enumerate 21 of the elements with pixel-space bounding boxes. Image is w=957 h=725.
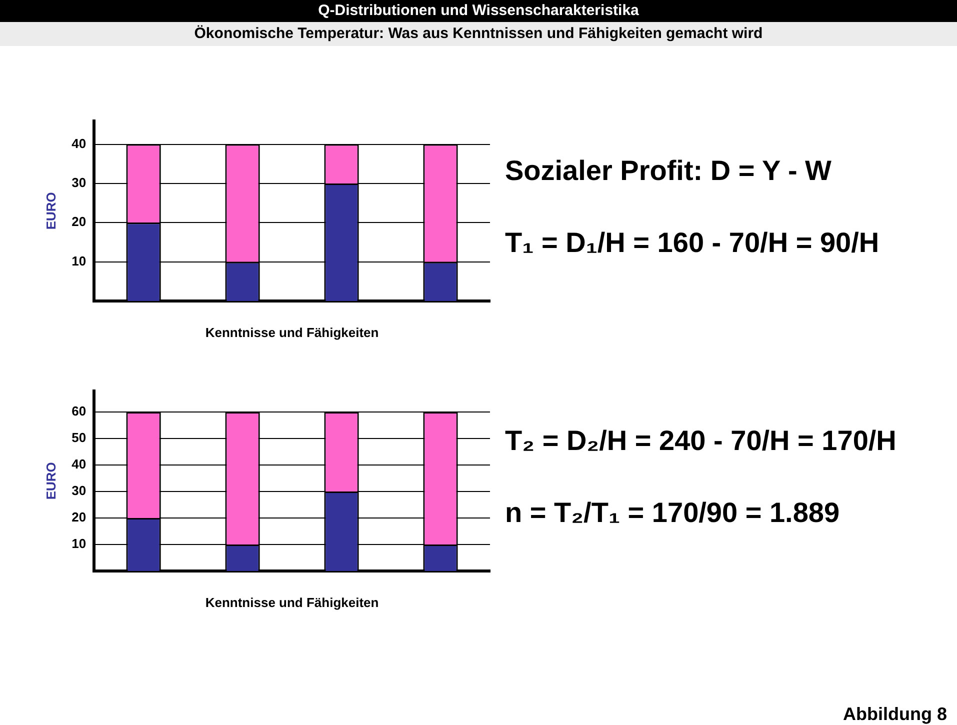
y-tick-label: 30 bbox=[72, 483, 86, 498]
text: n = T₂/T₁ = 170/90 = 1.889 bbox=[505, 497, 841, 529]
y-tick-label: 20 bbox=[72, 214, 86, 230]
chart-title: Q-Distributionen und Wissenscharakteristika bbox=[0, 0, 957, 22]
text: T₂ = D₂/H = 240 - 70/H = 170/H bbox=[505, 425, 898, 457]
y-tick-label: 10 bbox=[72, 536, 86, 552]
x-axis-title: Kenntnisse und Fähigkeiten bbox=[205, 594, 379, 610]
y-tick-label: 30 bbox=[72, 175, 86, 190]
y-tick-label: 50 bbox=[72, 430, 86, 446]
text: Sozialer Profit: D = Y - W bbox=[505, 155, 832, 187]
y-tick-label: 20 bbox=[72, 510, 86, 525]
text: T₁ = D₁/H = 160 - 70/H = 90/H bbox=[505, 227, 880, 259]
chart-subtitle: Ökonomische Temperatur: Was aus Kenntnissen und Fähigkeiten gemacht wird bbox=[0, 22, 957, 46]
x-axis-title: Kenntnisse und Fähigkeiten bbox=[205, 324, 379, 340]
y-axis-title: EURO bbox=[43, 192, 58, 230]
y-axis-title: EURO bbox=[43, 462, 58, 500]
y-tick-label: 10 bbox=[72, 253, 86, 268]
y-tick-label: 40 bbox=[72, 456, 86, 472]
text: Abbildung 8 bbox=[843, 704, 947, 725]
y-tick-label: 60 bbox=[72, 404, 86, 419]
y-tick-label: 40 bbox=[72, 136, 86, 151]
